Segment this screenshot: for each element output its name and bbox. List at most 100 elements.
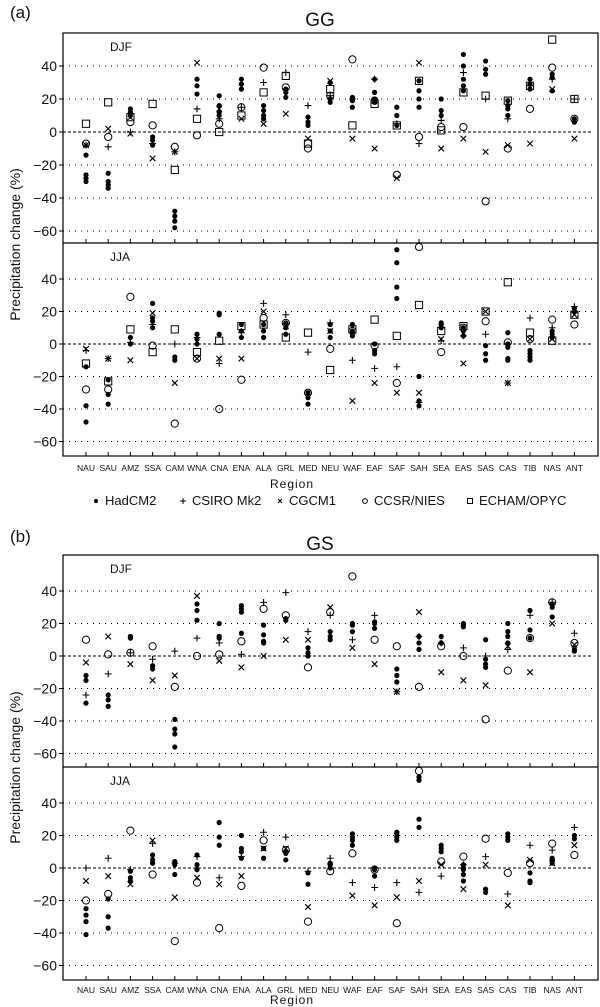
series-ccsr-nies xyxy=(81,55,579,206)
data-point-dot xyxy=(261,622,267,628)
data-point-cross xyxy=(304,389,312,396)
data-point-plus xyxy=(193,853,201,861)
data-point-circle xyxy=(370,635,379,644)
data-point-dot xyxy=(105,401,111,407)
data-point-dot xyxy=(571,646,578,653)
data-point-circle xyxy=(348,572,357,581)
data-point-circle xyxy=(81,385,91,394)
data-point-dot xyxy=(83,677,89,683)
data-point-circle xyxy=(503,338,512,347)
data-point-dot xyxy=(394,104,400,110)
x-axis-label: Region xyxy=(270,477,314,491)
data-point-dot xyxy=(505,629,511,635)
legend-item: CGCM1 xyxy=(277,493,336,508)
x-tick-label: TIB xyxy=(523,985,537,995)
data-point-cross xyxy=(127,357,134,364)
data-point-cross xyxy=(105,633,112,640)
data-point-cross xyxy=(327,77,334,85)
x-tick-label: CNA xyxy=(210,463,228,473)
data-point-dot xyxy=(305,650,311,656)
data-point-dot xyxy=(83,919,89,925)
data-point-square xyxy=(281,333,290,342)
data-point-dot xyxy=(172,213,178,219)
data-point-plus xyxy=(371,364,378,372)
data-point-dot xyxy=(438,320,444,326)
data-point-dot xyxy=(83,906,89,912)
data-point-plus xyxy=(215,874,223,882)
data-point-plus xyxy=(238,650,245,658)
y-tick-label: 0 xyxy=(49,860,57,876)
data-point-circle xyxy=(81,896,91,905)
data-point-circle xyxy=(481,715,490,724)
data-point-dot xyxy=(261,103,267,109)
data-point-plus xyxy=(548,324,556,332)
data-point-plus xyxy=(215,115,223,123)
data-point-cross xyxy=(193,592,201,600)
x-tick-label: NEU xyxy=(321,985,339,995)
data-point-plus xyxy=(460,861,467,869)
data-point-plus xyxy=(548,75,556,83)
data-point-dot xyxy=(194,617,200,623)
data-point-cross xyxy=(460,135,467,142)
data-point-plus xyxy=(304,102,312,109)
data-point-dot xyxy=(105,377,111,383)
data-point-cross xyxy=(571,135,578,142)
legend-marker-cross xyxy=(277,498,283,504)
data-point-plus xyxy=(238,103,245,111)
data-point-cross xyxy=(149,155,156,162)
data-point-cross xyxy=(282,110,289,118)
data-point-dot xyxy=(483,343,489,349)
data-point-square xyxy=(126,325,135,334)
data-point-cross xyxy=(526,335,534,343)
data-point-dot xyxy=(505,330,511,336)
data-point-plus xyxy=(437,117,445,124)
data-point-dot xyxy=(305,114,311,120)
data-point-circle xyxy=(525,859,535,868)
legend-marker-circle xyxy=(362,498,368,504)
data-point-cross xyxy=(549,859,556,867)
data-point-dot xyxy=(238,76,244,82)
x-tick-label: NEU xyxy=(321,463,339,473)
data-point-dot xyxy=(105,925,111,931)
x-tick-label: NAS xyxy=(543,463,561,473)
data-point-dot xyxy=(527,635,533,641)
legend-marker-plus xyxy=(180,498,186,504)
data-point-circle xyxy=(170,682,179,691)
data-point-circle xyxy=(215,650,224,659)
data-point-circle xyxy=(215,404,224,414)
data-point-cross xyxy=(216,105,223,113)
data-point-dot xyxy=(105,703,111,709)
data-point-plus xyxy=(127,866,134,874)
data-point-cross xyxy=(193,355,201,362)
data-point-square xyxy=(481,91,490,100)
data-point-dot xyxy=(571,116,578,122)
x-tick-label: SEA xyxy=(433,463,450,473)
data-point-dot xyxy=(105,697,111,703)
data-point-square xyxy=(192,114,202,123)
y-tick-label: 20 xyxy=(41,828,57,844)
data-point-circle xyxy=(548,598,557,607)
season-label: JJA xyxy=(110,774,130,788)
data-point-dot xyxy=(172,218,178,224)
x-tick-label: SAU xyxy=(99,463,116,473)
data-point-plus xyxy=(260,299,267,307)
data-point-circle xyxy=(170,419,179,428)
data-point-dot xyxy=(238,334,244,341)
data-point-square xyxy=(237,111,246,120)
data-point-cross xyxy=(149,309,156,317)
data-point-circle xyxy=(148,341,157,350)
data-point-cross xyxy=(216,881,223,888)
data-point-dot xyxy=(394,672,400,679)
data-point-dot xyxy=(216,834,222,840)
series-echam-opyc xyxy=(81,35,579,175)
series-csiro-mk2 xyxy=(82,823,578,898)
data-point-plus xyxy=(260,828,267,836)
data-point-circle xyxy=(237,375,246,384)
data-point-plus xyxy=(504,890,512,898)
legend-label: CSIRO Mk2 xyxy=(192,493,261,508)
data-point-dot xyxy=(505,356,511,362)
data-point-cross xyxy=(216,355,223,362)
data-point-circle xyxy=(414,766,424,776)
data-point-dot xyxy=(150,857,156,863)
data-point-square xyxy=(81,359,91,368)
